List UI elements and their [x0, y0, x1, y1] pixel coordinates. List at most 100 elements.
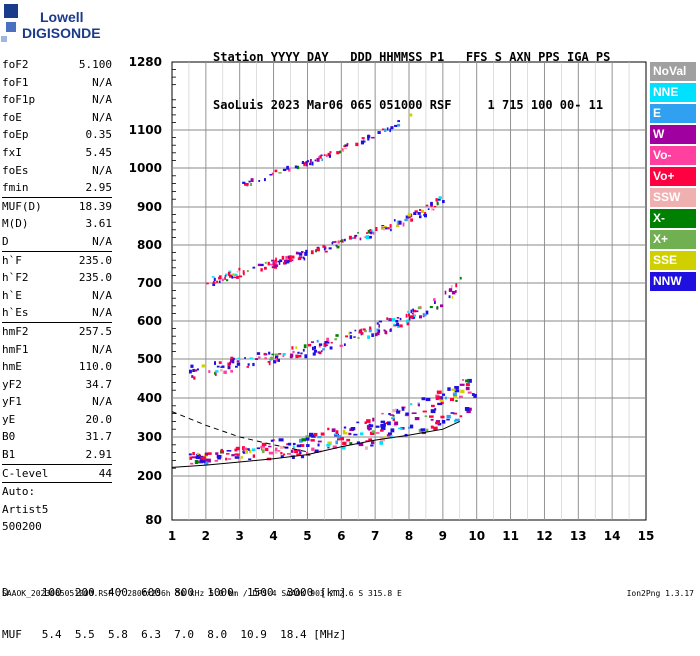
- solid-profile-curve: [171, 420, 461, 468]
- echo-mark: [201, 364, 205, 368]
- echo-mark: [327, 441, 332, 445]
- echo-mark: [348, 331, 351, 335]
- echo-mark: [391, 318, 396, 322]
- echo-mark: [380, 429, 384, 432]
- echo-mark: [225, 457, 228, 461]
- echo-mark: [329, 346, 333, 350]
- echo-mark: [425, 428, 429, 432]
- echo-mark: [415, 310, 419, 313]
- lowell-digisonde-logo: Lowell DIGISONDE: [1, 4, 101, 42]
- echo-mark: [228, 274, 232, 278]
- echo-mark: [240, 456, 243, 459]
- chart-grid: [171, 61, 647, 521]
- echo-mark: [377, 329, 381, 333]
- echo-mark: [227, 362, 231, 367]
- echo-mark: [197, 461, 200, 463]
- echo-mark: [370, 229, 373, 234]
- param-name: 500200: [2, 520, 42, 534]
- muf-table: D 100 200 400 600 800 1000 1500 3000 [km…: [2, 558, 346, 656]
- echo-mark: [473, 393, 477, 398]
- echo-mark: [230, 369, 233, 373]
- echo-mark: [454, 418, 460, 422]
- param-row: D N/A: [2, 233, 112, 251]
- echo-mark: [419, 315, 422, 319]
- echo-mark: [299, 438, 303, 443]
- echo-mark: [354, 234, 358, 237]
- echo-mark: [401, 406, 405, 411]
- echo-mark: [192, 452, 195, 456]
- echo-mark: [273, 360, 277, 364]
- echo-mark: [215, 370, 219, 373]
- echo-mark: [249, 449, 252, 454]
- echo-mark: [235, 365, 238, 368]
- echo-mark: [435, 394, 440, 398]
- echo-mark: [419, 215, 422, 219]
- echo-mark: [301, 251, 304, 254]
- echo-mark: [188, 453, 192, 456]
- echo-mark: [371, 333, 374, 337]
- echo-mark: [249, 357, 253, 360]
- echo-mark: [202, 456, 206, 461]
- echo-mark: [424, 212, 427, 215]
- echo-mark: [433, 426, 438, 431]
- echo-mark: [192, 368, 195, 372]
- echo-mark: [297, 351, 300, 354]
- echo-mark: [452, 392, 457, 397]
- x-tick-label: 5: [303, 529, 311, 543]
- echo-mark: [318, 156, 321, 158]
- echo-mark: [365, 446, 368, 450]
- y-tick-label: 1100: [129, 123, 162, 137]
- echo-mark: [303, 257, 306, 261]
- echo-mark: [291, 255, 295, 259]
- echo-mark: [389, 414, 394, 416]
- param-name: B0: [2, 430, 16, 444]
- echo-mark: [441, 420, 446, 424]
- echo-mark: [436, 306, 439, 310]
- echo-mark: [440, 415, 445, 419]
- echo-mark: [390, 435, 393, 439]
- echo-mark: [386, 317, 389, 320]
- echo-mark: [344, 144, 349, 147]
- echo-mark: [282, 168, 287, 171]
- echo-mark: [218, 361, 222, 364]
- echo-mark: [260, 263, 264, 267]
- param-name: foF1p: [2, 93, 36, 107]
- echo-mark: [281, 255, 285, 260]
- echo-mark: [227, 365, 231, 370]
- param-value: 3.61: [85, 217, 113, 231]
- param-name: h`F2: [2, 271, 29, 285]
- param-value: 5.100: [78, 58, 112, 71]
- echo-mark: [410, 424, 414, 429]
- param-separator: [2, 463, 112, 465]
- echo-mark: [421, 209, 425, 213]
- echo-mark: [407, 310, 410, 313]
- echo-mark: [275, 358, 278, 362]
- legend-item-w: W: [650, 125, 696, 144]
- echo-mark: [319, 343, 323, 346]
- echo-mark: [337, 438, 341, 441]
- echo-mark: [268, 445, 272, 448]
- ionogram-chart: 1 2 3 4 5 6 7 8 9 10 11 12 13 14 158020030040050060070…: [129, 55, 655, 543]
- header-line1: Station YYYY DAY DDD HHMMSS P1 FFS S AXN…: [213, 50, 611, 64]
- echo-mark: [395, 319, 399, 323]
- echo-mark: [332, 445, 337, 449]
- echo-mark: [408, 313, 410, 317]
- echo-mark: [230, 359, 233, 363]
- echo-mark: [342, 441, 347, 446]
- echo-mark: [399, 317, 402, 321]
- echo-mark: [440, 401, 444, 405]
- param-name: hmF1: [2, 342, 29, 356]
- legend-item-sse: SSE: [650, 251, 696, 270]
- echo-mark: [275, 257, 277, 262]
- echo-mark: [330, 341, 333, 344]
- echo-mark: [243, 447, 247, 452]
- echo-mark: [399, 324, 403, 328]
- echo-mark: [430, 201, 433, 206]
- echo-mark: [246, 183, 249, 186]
- echo-mark: [339, 150, 342, 153]
- echo-mark: [316, 158, 320, 162]
- echo-mark: [383, 329, 386, 332]
- echo-mark: [375, 227, 378, 231]
- param-name: hmE: [2, 360, 22, 374]
- echo-mark: [397, 123, 401, 127]
